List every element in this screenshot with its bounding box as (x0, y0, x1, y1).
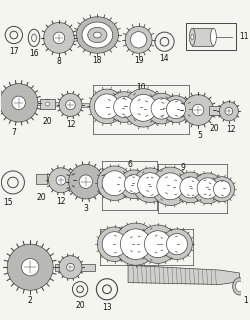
Ellipse shape (219, 102, 238, 121)
Ellipse shape (120, 229, 151, 260)
Ellipse shape (67, 263, 74, 271)
Text: 7: 7 (12, 128, 16, 137)
Bar (209, 106, 220, 116)
Ellipse shape (225, 108, 233, 115)
Text: 5: 5 (198, 131, 202, 140)
Text: 1: 1 (243, 296, 248, 305)
Text: 16: 16 (29, 49, 39, 58)
Ellipse shape (130, 32, 147, 48)
Text: 12: 12 (66, 120, 75, 129)
Ellipse shape (151, 167, 190, 205)
Text: 17: 17 (9, 46, 19, 55)
Ellipse shape (82, 22, 113, 48)
Ellipse shape (151, 98, 172, 119)
Ellipse shape (12, 96, 26, 109)
Text: 14: 14 (160, 54, 169, 63)
Ellipse shape (214, 180, 231, 198)
Ellipse shape (0, 84, 38, 122)
Ellipse shape (210, 28, 216, 45)
Bar (192, 28, 214, 45)
Polygon shape (6, 100, 227, 113)
Text: 8: 8 (56, 57, 61, 66)
Ellipse shape (7, 244, 53, 290)
Ellipse shape (120, 170, 148, 199)
Ellipse shape (94, 94, 120, 119)
Ellipse shape (97, 166, 132, 201)
Ellipse shape (124, 175, 144, 194)
Ellipse shape (76, 17, 118, 53)
Ellipse shape (162, 229, 192, 260)
Ellipse shape (43, 99, 52, 109)
Text: 20: 20 (43, 117, 52, 126)
Text: 20: 20 (75, 301, 85, 310)
Ellipse shape (125, 26, 152, 53)
Text: 19: 19 (134, 56, 143, 65)
Text: 4: 4 (144, 268, 149, 277)
Ellipse shape (138, 225, 177, 263)
Bar (40, 99, 55, 109)
Ellipse shape (88, 27, 107, 43)
Ellipse shape (138, 173, 162, 198)
Text: 13: 13 (102, 303, 112, 312)
Ellipse shape (94, 32, 101, 38)
Ellipse shape (210, 177, 234, 202)
Text: 2: 2 (28, 296, 32, 305)
Ellipse shape (146, 93, 177, 124)
Ellipse shape (192, 173, 223, 204)
Ellipse shape (166, 234, 188, 255)
Ellipse shape (133, 168, 168, 203)
Ellipse shape (102, 171, 127, 196)
Ellipse shape (102, 232, 127, 257)
Ellipse shape (109, 92, 140, 123)
Bar (36, 174, 48, 184)
Text: 10: 10 (136, 83, 145, 92)
Ellipse shape (114, 97, 135, 118)
Ellipse shape (97, 227, 132, 261)
Text: 15: 15 (3, 198, 13, 207)
Ellipse shape (130, 94, 157, 121)
Ellipse shape (236, 281, 243, 292)
Ellipse shape (183, 95, 214, 125)
Ellipse shape (46, 102, 49, 106)
Ellipse shape (197, 178, 218, 199)
Ellipse shape (166, 100, 186, 119)
Ellipse shape (90, 89, 124, 124)
Polygon shape (128, 265, 239, 284)
Bar (186, 23, 236, 50)
Text: 9: 9 (180, 163, 185, 172)
Text: 18: 18 (92, 56, 102, 65)
Ellipse shape (66, 100, 75, 110)
Ellipse shape (59, 93, 82, 116)
Ellipse shape (192, 104, 204, 116)
Text: 12: 12 (56, 196, 66, 205)
Text: 3: 3 (84, 204, 88, 213)
Text: 20: 20 (210, 124, 219, 133)
Ellipse shape (144, 231, 171, 258)
Ellipse shape (79, 175, 92, 188)
Ellipse shape (124, 89, 162, 127)
Ellipse shape (180, 177, 201, 198)
Text: 6: 6 (127, 159, 132, 169)
Ellipse shape (175, 172, 206, 203)
Polygon shape (55, 264, 96, 271)
Ellipse shape (190, 28, 195, 45)
Ellipse shape (114, 223, 157, 265)
Ellipse shape (48, 168, 73, 193)
Ellipse shape (191, 34, 194, 39)
Ellipse shape (53, 32, 65, 44)
Ellipse shape (44, 22, 74, 53)
Ellipse shape (157, 173, 184, 200)
Text: 11: 11 (239, 32, 249, 41)
Polygon shape (40, 177, 232, 192)
Text: 20: 20 (37, 193, 46, 202)
Ellipse shape (59, 256, 82, 279)
Ellipse shape (162, 96, 190, 123)
Ellipse shape (68, 164, 103, 199)
Ellipse shape (22, 259, 39, 276)
Text: 12: 12 (226, 125, 235, 134)
Ellipse shape (233, 278, 246, 295)
Ellipse shape (56, 175, 66, 185)
